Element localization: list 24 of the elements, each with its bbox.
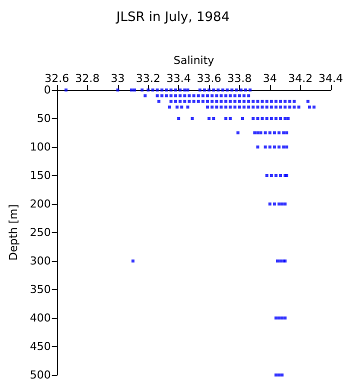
x-tick-label: 33.8: [227, 72, 252, 85]
y-tick-label: 400: [30, 312, 51, 324]
x-tick-label: 34: [262, 72, 277, 85]
y-tick-label: 100: [30, 140, 51, 154]
y-tick-label: 150: [30, 169, 51, 182]
x-tick-label: 34.4: [318, 72, 344, 85]
y-tick-label: 200: [30, 198, 51, 210]
y-tick-label: 350: [30, 283, 51, 296]
x-tick-label: 33: [110, 72, 125, 85]
x-axis-title: Salinity: [173, 54, 215, 67]
y-tick-label: 50: [36, 112, 51, 125]
x-tick-label: 33.4: [166, 72, 191, 85]
y-tick-label: 500: [30, 368, 51, 382]
y-axis-title: Depth [m]: [7, 204, 20, 261]
x-tick-label: 33.6: [196, 72, 222, 85]
y-tick-label: 250: [30, 226, 51, 239]
y-tick-label: 300: [30, 254, 51, 268]
x-tick-label: 34.2: [288, 72, 313, 85]
x-tick-label: 32.6: [44, 72, 70, 85]
x-tick-label: 33.2: [136, 72, 160, 85]
x-tick-label: 32.8: [75, 72, 100, 85]
y-tick-label: 0: [44, 84, 51, 96]
chart-title: JLSR in July, 1984: [115, 10, 230, 25]
y-tick-label: 450: [30, 340, 51, 353]
